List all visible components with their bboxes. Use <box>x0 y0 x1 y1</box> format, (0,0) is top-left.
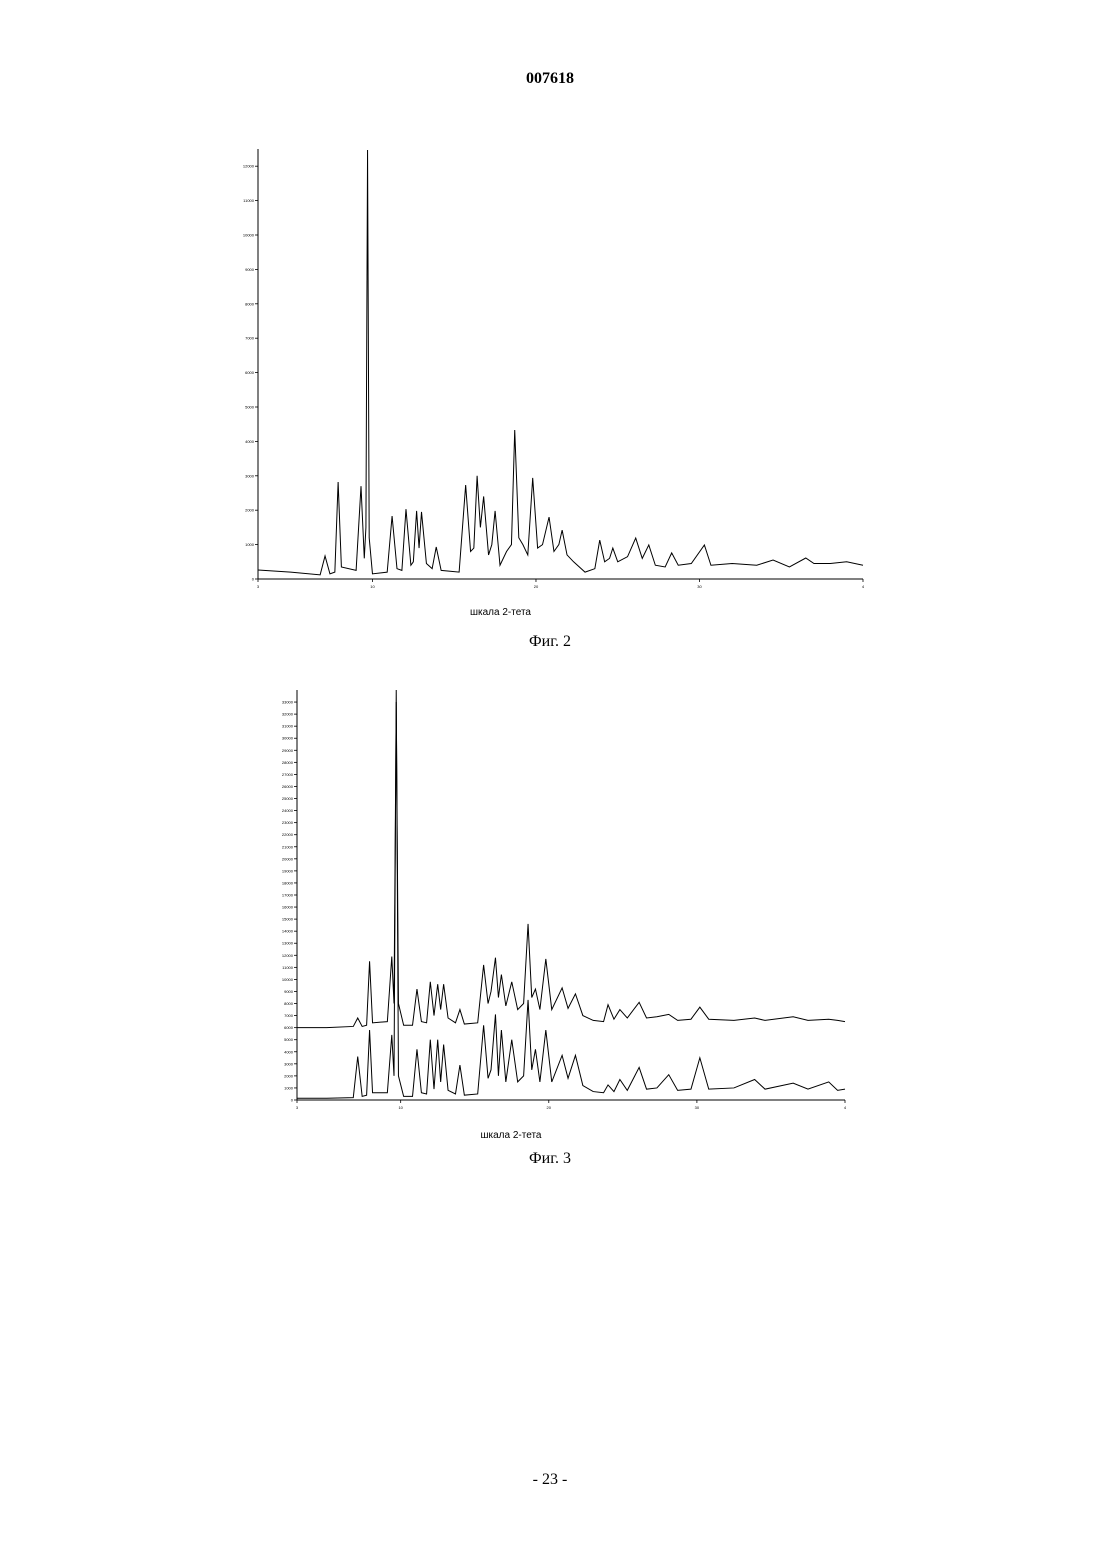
x-tick-label: 10 <box>398 1105 403 1110</box>
header-number: 007618 <box>526 70 574 87</box>
y-tick-label: 6000 <box>284 1025 294 1030</box>
y-tick-label: 1000 <box>284 1085 294 1090</box>
x-tick-label: 4 <box>862 584 865 589</box>
y-tick-label: 30000 <box>282 736 294 741</box>
y-tick-label: 27000 <box>282 772 294 777</box>
x-tick-label: 10 <box>370 584 375 589</box>
y-tick-label: 8000 <box>284 1001 294 1006</box>
x-tick-label: 20 <box>547 1105 552 1110</box>
y-tick-label: 12000 <box>243 164 255 169</box>
x-tick-label: 30 <box>695 1105 700 1110</box>
x-tick-label: 3 <box>296 1105 299 1110</box>
y-tick-label: 29000 <box>282 748 294 753</box>
y-tick-label: 8000 <box>245 301 255 306</box>
y-tick-label: 4000 <box>245 439 255 444</box>
y-tick-label: 33000 <box>282 700 294 705</box>
y-tick-label: 3000 <box>245 473 255 478</box>
y-tick-label: 3000 <box>284 1061 294 1066</box>
y-tick-label: 11000 <box>243 198 255 203</box>
figure-caption: Фиг. 3 <box>529 1150 571 1167</box>
x-tick-label: 20 <box>534 584 539 589</box>
page: 007618 - 23 - 0 1000 2000 3000 4000 5000 6000 7… <box>0 0 1100 1556</box>
y-tick-label: 31000 <box>282 724 294 729</box>
y-tick-label: 10000 <box>282 977 294 982</box>
y-tick-label: 5000 <box>284 1037 294 1042</box>
y-tick-label: 10000 <box>243 233 255 238</box>
y-tick-label: 6000 <box>245 370 255 375</box>
y-tick-label: 12000 <box>282 953 294 958</box>
y-tick-label: 7000 <box>284 1013 294 1018</box>
x-axis-label: шкала 2-тета <box>481 1130 542 1141</box>
y-tick-label: 7000 <box>245 336 255 341</box>
y-tick-label: 16000 <box>282 905 294 910</box>
x-axis-label: шкала 2-тета <box>470 607 531 618</box>
diffraction-trace <box>297 702 845 1028</box>
y-tick-label: 2000 <box>284 1073 294 1078</box>
x-tick-label: 30 <box>697 584 702 589</box>
y-tick-label: 4000 <box>284 1049 294 1054</box>
document: 007618 - 23 - 0 1000 2000 3000 4000 5000 6000 7… <box>0 0 1100 1556</box>
figure-caption: Фиг. 2 <box>529 633 571 650</box>
y-tick-label: 9000 <box>245 267 255 272</box>
y-tick-label: 1000 <box>245 542 255 547</box>
y-tick-label: 24000 <box>282 808 294 813</box>
y-tick-label: 26000 <box>282 784 294 789</box>
y-tick-label: 14000 <box>282 929 294 934</box>
y-tick-label: 19000 <box>282 868 294 873</box>
y-tick-label: 11000 <box>282 965 294 970</box>
y-tick-label: 32000 <box>282 712 294 717</box>
y-tick-label: 17000 <box>282 893 294 898</box>
y-tick-label: 0 <box>291 1098 294 1103</box>
x-tick-label: 4 <box>844 1105 847 1110</box>
y-tick-label: 28000 <box>282 760 294 765</box>
y-tick-label: 0 <box>252 577 255 582</box>
y-tick-label: 13000 <box>282 941 294 946</box>
y-tick-label: 15000 <box>282 917 294 922</box>
x-tick-label: 3 <box>257 584 260 589</box>
y-tick-label: 2000 <box>245 508 255 513</box>
y-tick-label: 21000 <box>282 844 294 849</box>
diffraction-trace <box>297 690 845 1098</box>
y-tick-label: 23000 <box>282 820 294 825</box>
page-number: - 23 - <box>533 1471 568 1488</box>
diffraction-trace <box>258 150 863 575</box>
y-tick-label: 22000 <box>282 832 294 837</box>
y-tick-label: 5000 <box>245 405 255 410</box>
y-tick-label: 18000 <box>282 880 294 885</box>
y-tick-label: 25000 <box>282 796 294 801</box>
y-tick-label: 20000 <box>282 856 294 861</box>
y-tick-label: 9000 <box>284 989 294 994</box>
